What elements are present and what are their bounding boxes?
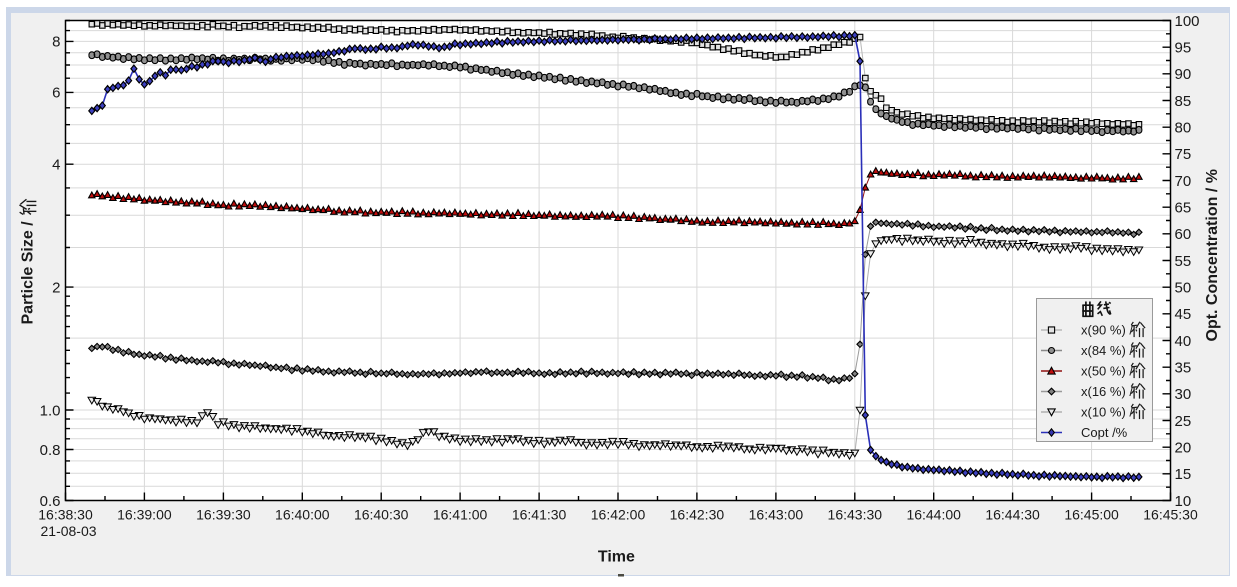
svg-text:16:42:30: 16:42:30 [670, 506, 725, 522]
svg-text:90: 90 [1175, 66, 1192, 83]
svg-text:Particle Size /: Particle Size / [20, 221, 37, 325]
svg-text:16:44:30: 16:44:30 [985, 506, 1040, 522]
svg-text:85: 85 [1175, 93, 1192, 110]
svg-text:16:40:00: 16:40:00 [275, 506, 330, 522]
svg-text:16:41:30: 16:41:30 [512, 506, 567, 522]
svg-text:16:41:00: 16:41:00 [433, 506, 488, 522]
svg-text:8: 8 [52, 34, 60, 51]
svg-text:16:38:30: 16:38:30 [38, 506, 93, 522]
svg-text:35: 35 [1175, 360, 1192, 377]
svg-text:4: 4 [52, 157, 60, 174]
svg-text:Time: Time [598, 549, 635, 566]
svg-text:100: 100 [1175, 13, 1200, 30]
svg-text:x(16 %) /: x(16 %) / [1081, 384, 1133, 399]
svg-text:40: 40 [1175, 333, 1192, 350]
svg-text:16:39:00: 16:39:00 [117, 506, 172, 522]
svg-text:10: 10 [1175, 493, 1192, 510]
svg-text:x(10 %) /: x(10 %) / [1081, 405, 1133, 420]
svg-text:16:44:00: 16:44:00 [906, 506, 961, 522]
svg-text:20: 20 [1175, 440, 1192, 457]
svg-text:16:40:30: 16:40:30 [354, 506, 409, 522]
svg-text:95: 95 [1175, 40, 1192, 57]
svg-text:70: 70 [1175, 173, 1192, 190]
svg-text:x(50 %) /: x(50 %) / [1081, 364, 1133, 379]
svg-text:0.8: 0.8 [40, 442, 61, 459]
svg-text:16:43:00: 16:43:00 [749, 506, 804, 522]
svg-text:2: 2 [52, 279, 60, 296]
svg-text:Opt. Concentration / %: Opt. Concentration / % [1204, 169, 1221, 341]
svg-text:16:43:30: 16:43:30 [828, 506, 883, 522]
svg-text:80: 80 [1175, 120, 1192, 137]
svg-text:0.6: 0.6 [40, 493, 61, 510]
svg-text:30: 30 [1175, 386, 1192, 403]
svg-text:25: 25 [1175, 413, 1192, 430]
svg-text:60: 60 [1175, 226, 1192, 243]
svg-text:x(90 %) /: x(90 %) / [1081, 323, 1133, 338]
svg-text:75: 75 [1175, 146, 1192, 163]
svg-text:16:45:00: 16:45:00 [1064, 506, 1119, 522]
svg-text:21-08-03: 21-08-03 [41, 523, 97, 539]
svg-text:16:42:00: 16:42:00 [591, 506, 646, 522]
svg-text:Copt /%: Copt /% [1081, 425, 1128, 440]
svg-text:6: 6 [52, 85, 60, 102]
svg-text:15: 15 [1175, 466, 1192, 483]
svg-text:x(84 %) /: x(84 %) / [1081, 343, 1133, 358]
svg-text:16:39:30: 16:39:30 [196, 506, 251, 522]
svg-text:45: 45 [1175, 306, 1192, 323]
svg-text:55: 55 [1175, 253, 1192, 270]
svg-text:1.0: 1.0 [40, 402, 61, 419]
svg-text:16:45:30: 16:45:30 [1143, 506, 1198, 522]
svg-text:65: 65 [1175, 200, 1192, 217]
svg-text:50: 50 [1175, 280, 1192, 297]
